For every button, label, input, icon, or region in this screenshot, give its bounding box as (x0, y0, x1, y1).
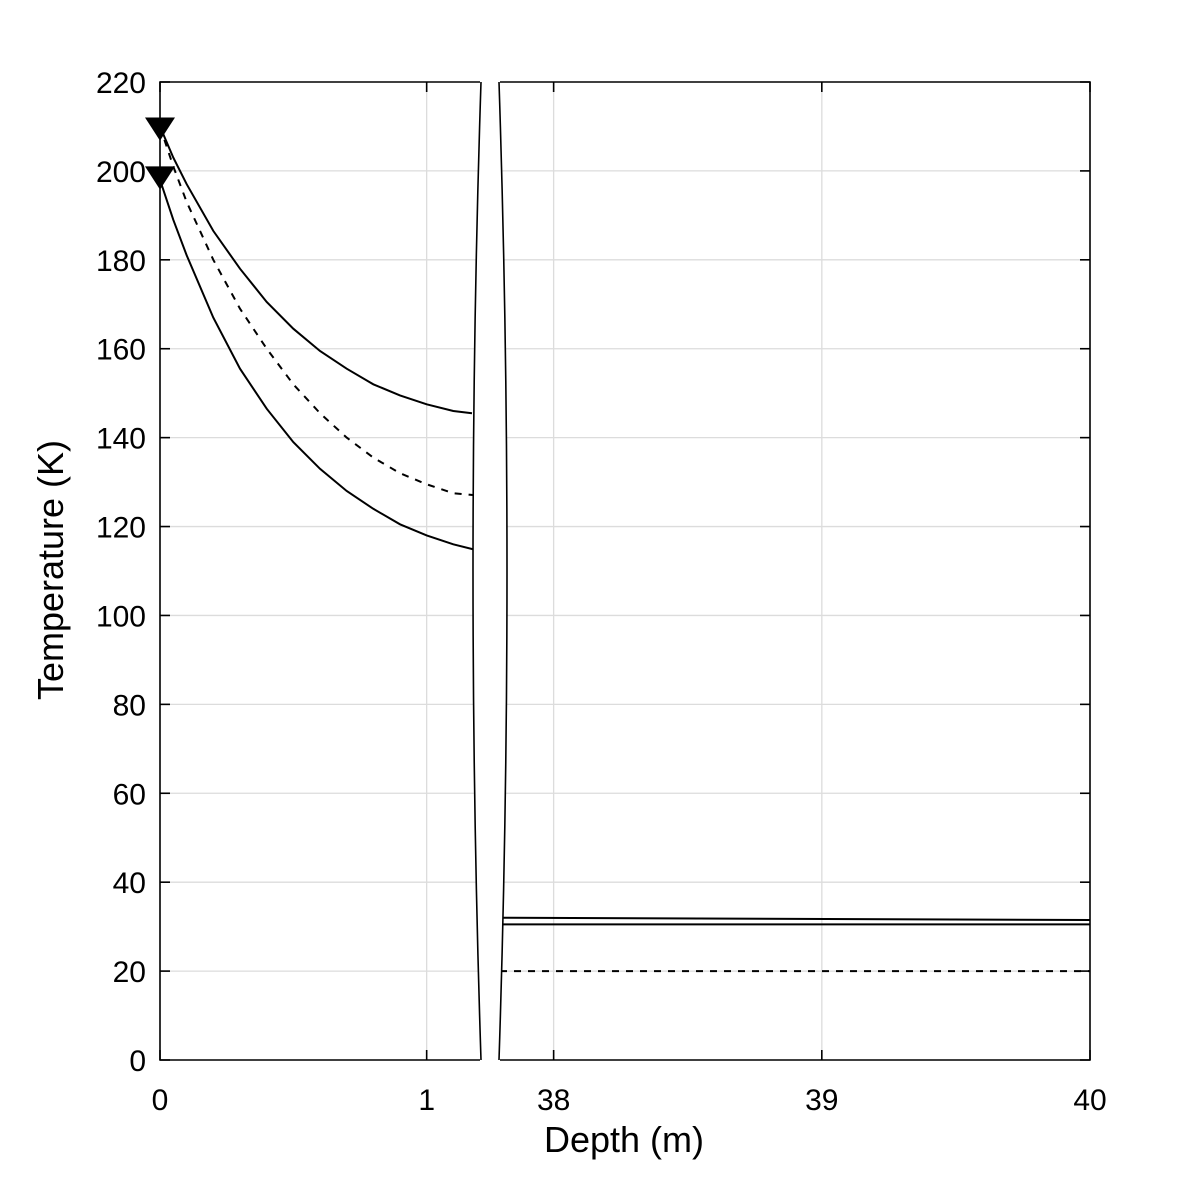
series-0-right-line (499, 916, 1091, 921)
marker-triangle-0 (145, 117, 175, 141)
series-2-left-line (159, 179, 481, 552)
x-tick-label-right: 40 (1073, 1084, 1106, 1117)
x-axis-title: Depth (m) (544, 1119, 704, 1160)
x-tick-label-right: 38 (537, 1084, 570, 1117)
y-tick-label: 160 (96, 334, 146, 367)
axis-break-band (473, 82, 507, 1060)
data-markers (145, 117, 175, 190)
y-tick-label: 40 (113, 867, 146, 900)
tick-labels: 0 20 40 60 80 100 120 140 160 180 200 220 0 1 38 39 40 (96, 67, 1107, 1117)
y-tick-label: 140 (96, 423, 146, 456)
y-tick-label: 20 (113, 956, 146, 989)
series-1-left-line (159, 126, 478, 497)
x-tick-label-right: 39 (805, 1084, 838, 1117)
x-tick-label-left: 0 (152, 1084, 169, 1117)
y-tick-label: 80 (113, 689, 146, 722)
right-panel-frame (500, 81, 1091, 1061)
series-0-left-line (159, 126, 473, 415)
plot-frames (159, 81, 1091, 1061)
marker-triangle-1 (145, 166, 175, 190)
y-tick-label: 0 (129, 1045, 146, 1078)
y-tick-label: 120 (96, 512, 146, 545)
x-tick-label-left: 1 (418, 1084, 435, 1117)
axis-break-right-curve (498, 81, 508, 1061)
axis-break-left-curve (472, 81, 482, 1061)
y-tick-label: 100 (96, 600, 146, 633)
axis-break (472, 81, 508, 1061)
y-tick-label: 180 (96, 245, 146, 278)
y-tick-label: 220 (96, 67, 146, 100)
data-series (159, 126, 1091, 973)
y-axis-title: Temperature (K) (30, 440, 71, 700)
y-tick-label: 60 (113, 778, 146, 811)
left-panel-frame (159, 81, 480, 1061)
axis-ticks (159, 81, 1091, 1061)
grid-lines (160, 82, 1090, 1060)
y-tick-label: 200 (96, 156, 146, 189)
